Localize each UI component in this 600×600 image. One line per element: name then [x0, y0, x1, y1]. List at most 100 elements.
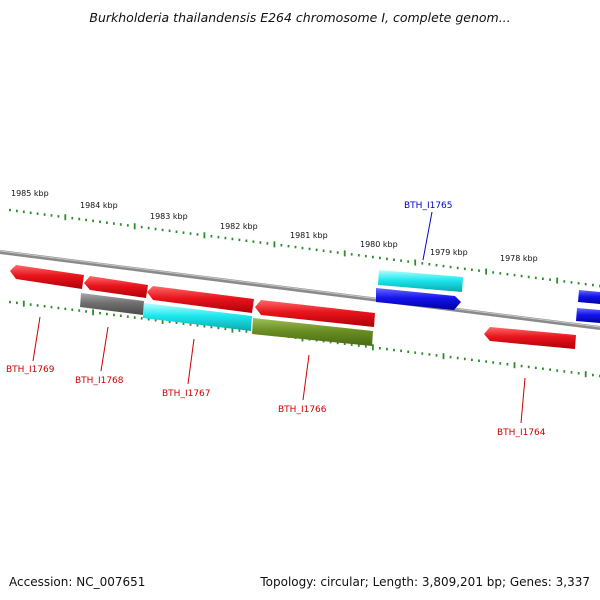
scale-tick-minor — [217, 326, 220, 330]
accession-text: Accession: NC_007651 — [9, 575, 146, 589]
scale-tick-minor — [252, 240, 255, 243]
scale-tick-minor — [435, 263, 438, 267]
scale-tick-minor — [78, 217, 81, 221]
scale-tick-minor — [492, 271, 495, 274]
scale-tick-minor — [9, 208, 11, 212]
scale-tick-minor — [506, 273, 509, 276]
scale-tick-minor — [50, 305, 53, 309]
gene-arrow-bth-i1769[interactable] — [10, 265, 84, 289]
scale-tick-minor — [280, 244, 283, 247]
scale-tick-minor — [379, 256, 381, 260]
scale-tick-minor — [542, 367, 544, 370]
scale-tick-minor — [50, 214, 53, 217]
scale-tick-major — [343, 250, 346, 257]
gene-block-olive[interactable] — [252, 318, 373, 346]
scale-tick-minor — [478, 269, 480, 272]
scale-tick-minor — [106, 312, 108, 316]
scale-tick-major — [414, 259, 417, 266]
scale-tick-minor — [147, 226, 150, 230]
scale-tick-minor — [287, 244, 290, 248]
gene-block-cyan-upper[interactable] — [378, 270, 463, 292]
callout-line — [100, 326, 109, 372]
scale-tick-minor — [189, 232, 192, 235]
scale-tick-minor — [43, 213, 46, 216]
scale-tick-minor — [428, 263, 431, 266]
scale-tick-minor — [106, 221, 108, 224]
scale-tick-minor — [570, 281, 573, 284]
upper-scale-track — [9, 208, 600, 288]
scale-tick-minor — [119, 314, 122, 317]
scale-tick-minor — [126, 224, 129, 227]
genome-backbone — [0, 250, 600, 330]
scale-tick-minor — [577, 372, 580, 375]
scale-tick-minor — [196, 324, 199, 327]
scale-tick-minor — [584, 282, 587, 286]
gene-arrow-red[interactable] — [84, 276, 148, 298]
scale-tick-minor — [577, 282, 580, 285]
scale-tick-minor — [542, 277, 544, 280]
scale-tick-minor — [549, 278, 551, 281]
scale-tick-minor — [113, 313, 115, 317]
scale-tick-minor — [492, 361, 495, 364]
scale-label: 1984 kbp — [80, 201, 118, 210]
gene-arrow-bth-i1765[interactable] — [376, 288, 461, 310]
scale-tick-minor — [182, 231, 185, 234]
gene-block-cyan[interactable] — [143, 303, 252, 331]
gene-label-bth-i1767[interactable]: BTH_I1767 — [162, 389, 211, 399]
scale-tick-minor — [364, 254, 367, 258]
scale-tick-minor — [168, 320, 171, 324]
scale-tick-minor — [315, 248, 318, 252]
scale-tick-minor — [29, 211, 32, 214]
gene-arrow-bth-i1764[interactable] — [484, 327, 576, 349]
gene-arrow-red[interactable] — [147, 286, 254, 313]
scale-tick-minor — [421, 262, 424, 265]
gene-arrow-red[interactable] — [255, 300, 375, 327]
scale-tick-minor — [357, 344, 360, 347]
scale-tick-minor — [463, 357, 466, 361]
scale-tick-minor — [140, 225, 143, 229]
scale-tick-minor — [456, 266, 459, 270]
scale-tick-minor — [513, 273, 516, 277]
scale-tick-minor — [449, 265, 452, 269]
gene-label-bth-i1768[interactable]: BTH_I1768 — [75, 376, 124, 386]
scale-tick-minor — [463, 267, 466, 271]
callout-line — [422, 211, 433, 261]
scale-tick-minor — [245, 330, 248, 333]
scale-tick-minor — [231, 237, 234, 241]
scale-tick-minor — [210, 235, 213, 238]
scale-label: 1983 kbp — [150, 212, 188, 221]
gene-label-bth-i1769[interactable]: BTH_I1769 — [6, 365, 55, 375]
scale-tick-minor — [350, 343, 353, 346]
gene-label-bth-i1765[interactable]: BTH_I1765 — [404, 201, 453, 211]
scale-tick-minor — [372, 255, 374, 259]
scale-tick-minor — [259, 241, 262, 244]
scale-tick-minor — [322, 249, 325, 252]
scale-tick-minor — [85, 310, 87, 313]
scale-tick-minor — [99, 311, 101, 315]
scale-tick-minor — [393, 258, 395, 261]
scale-tick-major — [372, 344, 374, 351]
callout-line — [302, 354, 310, 401]
scale-tick-minor — [308, 247, 311, 251]
scale-tick-major — [203, 232, 206, 239]
scale-tick-major — [584, 371, 587, 378]
scale-tick-minor — [126, 315, 129, 318]
scale-tick-minor — [364, 345, 367, 348]
scale-tick-minor — [64, 307, 67, 311]
scale-tick-major — [442, 353, 445, 360]
gene-label-bth-i1764[interactable]: BTH_I1764 — [497, 428, 546, 438]
scale-tick-minor — [99, 220, 101, 223]
scale-tick-minor — [113, 222, 115, 225]
genome-backbone-highlight — [0, 250, 600, 328]
gene-block-blue-partial[interactable] — [576, 308, 600, 323]
gene-block-gray[interactable] — [80, 293, 144, 315]
scale-tick-minor — [534, 366, 537, 370]
scale-tick-minor — [203, 325, 206, 328]
gene-label-bth-i1766[interactable]: BTH_I1766 — [278, 405, 327, 415]
scale-tick-major — [64, 214, 67, 221]
gene-block-blue-partial[interactable] — [578, 290, 600, 304]
scale-tick-minor — [43, 305, 46, 308]
scale-tick-minor — [301, 246, 304, 250]
